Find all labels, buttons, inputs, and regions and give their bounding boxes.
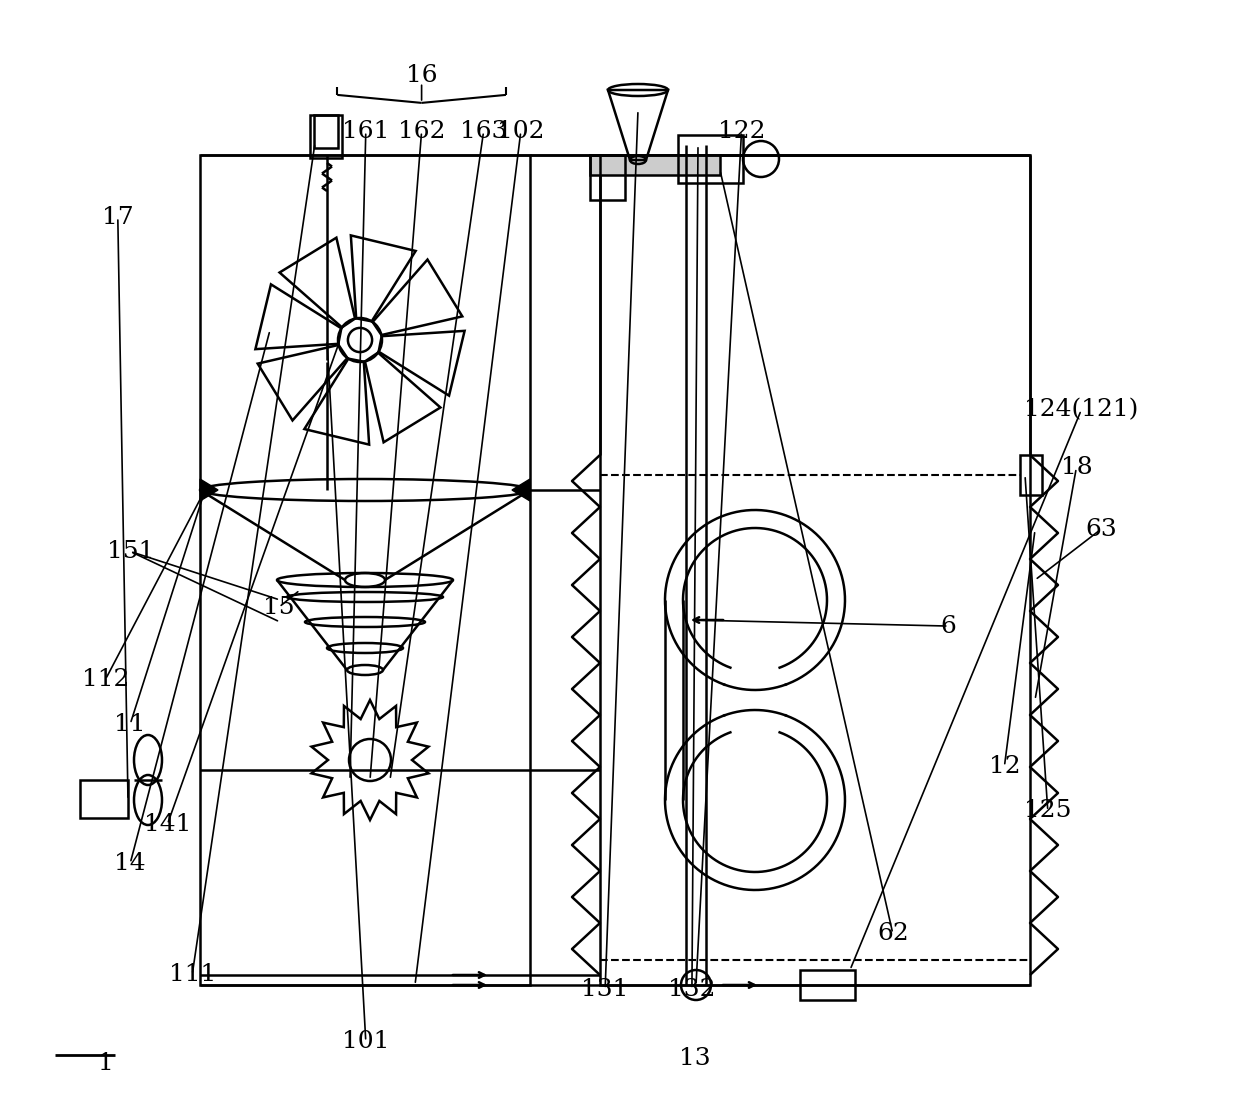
Text: 102: 102 (497, 120, 544, 143)
Text: 112: 112 (82, 668, 129, 691)
Text: 162: 162 (398, 120, 445, 143)
Text: 151: 151 (107, 540, 154, 563)
Text: 15: 15 (263, 596, 295, 618)
Text: 141: 141 (144, 813, 191, 836)
Text: 101: 101 (342, 1030, 389, 1053)
Polygon shape (512, 479, 529, 501)
Bar (1021, 455, 1042, 495)
Text: 125: 125 (1024, 800, 1071, 822)
Text: 131: 131 (582, 978, 629, 1000)
Text: 14: 14 (114, 852, 146, 874)
Text: 16: 16 (405, 65, 438, 87)
Text: 13: 13 (678, 1047, 711, 1069)
Text: 122: 122 (718, 120, 765, 143)
Bar (314, 115, 339, 148)
Text: 124(121): 124(121) (1024, 399, 1138, 421)
Bar (200, 155, 529, 985)
Text: 1: 1 (98, 1053, 113, 1075)
Text: 12: 12 (988, 755, 1021, 778)
Text: 62: 62 (877, 922, 909, 945)
Bar (590, 155, 720, 175)
Text: 18: 18 (1060, 457, 1092, 479)
Text: 132: 132 (668, 978, 715, 1000)
Text: 11: 11 (114, 713, 146, 735)
Bar (600, 155, 1030, 985)
Text: 6: 6 (941, 615, 956, 637)
Bar (678, 135, 743, 183)
Text: 161: 161 (342, 120, 389, 143)
Polygon shape (200, 479, 218, 501)
Bar (310, 115, 342, 158)
Bar (81, 780, 128, 818)
Bar (590, 155, 625, 201)
Text: 63: 63 (1085, 518, 1117, 540)
Text: 163: 163 (460, 120, 507, 143)
Bar (800, 970, 856, 1000)
Text: 17: 17 (102, 206, 134, 228)
Text: 111: 111 (169, 964, 216, 986)
